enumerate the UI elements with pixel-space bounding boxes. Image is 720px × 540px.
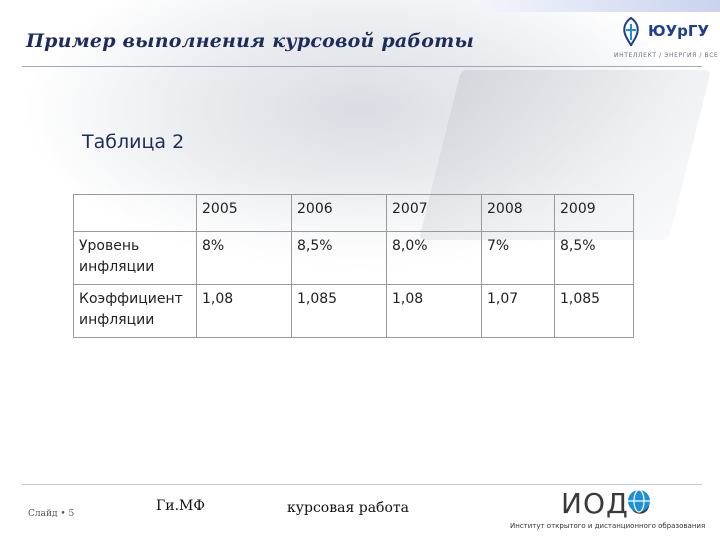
top-accent-bar	[480, 0, 720, 12]
table-header-cell: 2008	[481, 194, 555, 232]
table-row: Коэффициент инфляции 1,08 1,085 1,08 1,0…	[73, 284, 634, 338]
table-cell: 8%	[196, 231, 292, 285]
table-cell: 8,5%	[554, 231, 634, 285]
table-cell: 1,085	[554, 284, 634, 338]
table-header-cell: 2006	[291, 194, 387, 232]
slide-number: Слайд • 5	[28, 509, 75, 519]
footer-divider	[22, 484, 702, 485]
institute-name: Институт открытого и дистанционного обра…	[510, 522, 706, 530]
logo-motto: ИНТЕЛЛЕКТ / ЭНЕРГИЯ / ВСЕ	[614, 52, 719, 59]
table-cell: 8,0%	[386, 231, 482, 285]
university-logo: ЮУрГУ ИНТЕЛЛЕКТ / ЭНЕРГИЯ / ВСЕ	[614, 16, 718, 62]
table-header-cell: 2007	[386, 194, 482, 232]
table-row-label: Коэффициент инфляции	[73, 284, 197, 338]
table-cell: 7%	[481, 231, 555, 285]
table-header-row: 2005 2006 2007 2008 2009	[73, 194, 634, 232]
university-emblem-icon	[623, 16, 639, 47]
table-header-cell: 2009	[554, 194, 634, 232]
title-divider	[22, 66, 702, 67]
table-header-cell	[73, 194, 197, 232]
slide-title: Пример выполнения курсовой работы	[26, 30, 475, 52]
table-cell: 1,08	[196, 284, 292, 338]
table-row: Уровень инфляции 8% 8,5% 8,0% 7% 8,5%	[73, 231, 634, 285]
logo-name: ЮУрГУ	[648, 22, 710, 40]
footer-subject: курсовая работа	[287, 500, 409, 516]
globe-o-icon	[628, 489, 650, 513]
inflation-table: 2005 2006 2007 2008 2009 Уровень инфляци…	[73, 194, 634, 338]
footer-author: Ги.МФ	[156, 498, 206, 514]
table-row-label: Уровень инфляции	[73, 231, 197, 285]
table-cell: 1,085	[291, 284, 387, 338]
table-cell: 8,5%	[291, 231, 387, 285]
table-cell: 1,08	[386, 284, 482, 338]
table-caption: Таблица 2	[82, 131, 185, 153]
table-header-cell: 2005	[196, 194, 292, 232]
table-cell: 1,07	[481, 284, 555, 338]
